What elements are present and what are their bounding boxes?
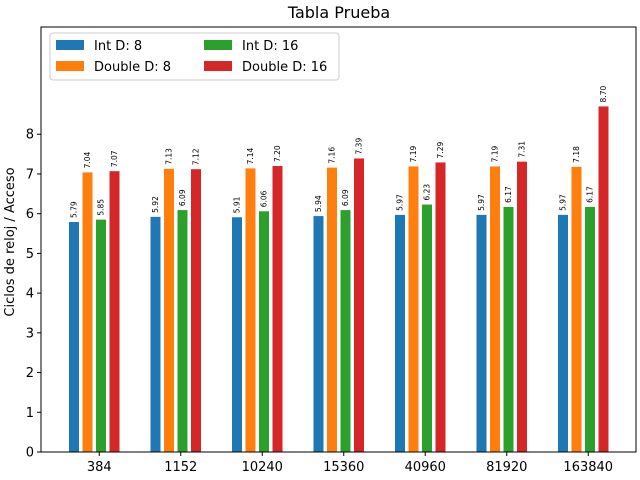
y-tick-label: 4: [26, 287, 34, 302]
x-tick-label: 15360: [323, 460, 364, 475]
bar: [245, 168, 256, 453]
bar-value-label: 6.23: [423, 184, 432, 201]
bar: [558, 214, 568, 452]
bar-value-label: 6.09: [341, 189, 350, 206]
legend-swatch: [204, 61, 232, 71]
y-tick-label: 5: [26, 247, 34, 262]
x-tick-label: 1152: [164, 460, 197, 475]
bar-value-label: 7.19: [491, 145, 500, 162]
bar: [476, 214, 487, 452]
bar: [490, 166, 500, 452]
bar-value-label: 7.39: [355, 138, 364, 155]
x-tick-label: 40960: [405, 460, 446, 475]
bar: [96, 219, 106, 452]
legend-box: [49, 32, 340, 81]
y-tick-label: 6: [26, 207, 34, 222]
bar: [313, 216, 324, 452]
bar: [585, 206, 595, 452]
bar-value-label: 5.97: [559, 194, 568, 211]
bar-value-label: 5.91: [233, 196, 242, 213]
bar: [354, 158, 364, 452]
bar: [571, 166, 582, 452]
y-tick-label: 8: [26, 128, 34, 143]
legend-swatch: [56, 61, 84, 71]
legend: Int D: 8 Double D: 8 Int D: 16 Double D: 16: [49, 32, 340, 81]
y-tick-label: 2: [26, 366, 34, 381]
bar-value-label: 5.94: [314, 195, 323, 212]
bar-value-label: 5.79: [70, 201, 79, 218]
bar-value-label: 5.97: [396, 194, 405, 211]
legend-label: Double D: 16: [242, 60, 327, 75]
bar: [69, 222, 79, 452]
bar: [503, 206, 514, 452]
y-tick-label: 7: [26, 167, 34, 182]
y-tick-label: 1: [26, 406, 34, 421]
plot-area: 5.79 5.92 5.91 5.94 5.97 5.97 5.97 7.04 7.13 7.14…: [26, 26, 637, 475]
y-axis-label: Ciclos de reloj / Acceso: [3, 167, 18, 316]
bar-value-label: 7.29: [436, 142, 445, 159]
bar: [164, 168, 174, 452]
chart-title: Tabla Prueba: [287, 3, 390, 22]
legend-label: Int D: 16: [242, 39, 298, 54]
bar: [408, 166, 419, 452]
bar: [150, 216, 161, 452]
bar-value-label: 5.92: [151, 196, 160, 213]
legend-swatch: [204, 40, 232, 50]
x-tick-label: 384: [87, 460, 112, 475]
legend-swatch: [56, 40, 84, 50]
bar: [435, 162, 446, 453]
bar-value-label: 5.97: [477, 194, 486, 211]
x-tick-label: 10240: [242, 460, 283, 475]
x-tick-label: 81920: [486, 460, 527, 475]
bar: [109, 171, 120, 452]
bar-value-label: 6.17: [504, 186, 513, 203]
bar-value-label: 7.07: [110, 150, 119, 167]
bar-value-label: 7.04: [83, 151, 92, 168]
bar: [340, 210, 351, 452]
bar-value-label: 7.14: [246, 147, 255, 164]
bar: [191, 169, 201, 452]
bar-value-label: 7.16: [328, 147, 337, 164]
bar: [177, 210, 188, 452]
bar-value-label: 7.12: [192, 148, 201, 165]
bar: [272, 166, 283, 453]
bar: [517, 161, 527, 452]
axes-frame: [40, 26, 637, 453]
bar: [82, 172, 93, 452]
bar: [422, 204, 432, 452]
bar: [598, 106, 609, 452]
legend-label: Int D: 8: [94, 39, 142, 54]
bar: [259, 211, 269, 452]
legend-label: Double D: 8: [94, 60, 171, 75]
bar-value-label: 5.85: [97, 199, 106, 216]
bar: [232, 217, 242, 452]
x-tick-label: 163840: [563, 460, 613, 475]
bar-value-label: 6.09: [178, 189, 187, 206]
y-tick-label: 0: [26, 446, 34, 461]
bar-value-label: 7.13: [165, 148, 174, 165]
bar: [395, 214, 405, 452]
bar-value-label: 7.20: [273, 145, 282, 162]
bar-value-label: 7.31: [518, 141, 527, 158]
bar-value-label: 6.17: [586, 186, 595, 203]
bar-value-label: 7.18: [572, 146, 581, 163]
bar-value-label: 7.19: [409, 145, 418, 162]
bar: [327, 167, 337, 452]
bar-value-label: 6.06: [260, 190, 269, 207]
bar-value-label: 8.70: [599, 86, 608, 103]
y-tick-label: 3: [26, 326, 34, 341]
